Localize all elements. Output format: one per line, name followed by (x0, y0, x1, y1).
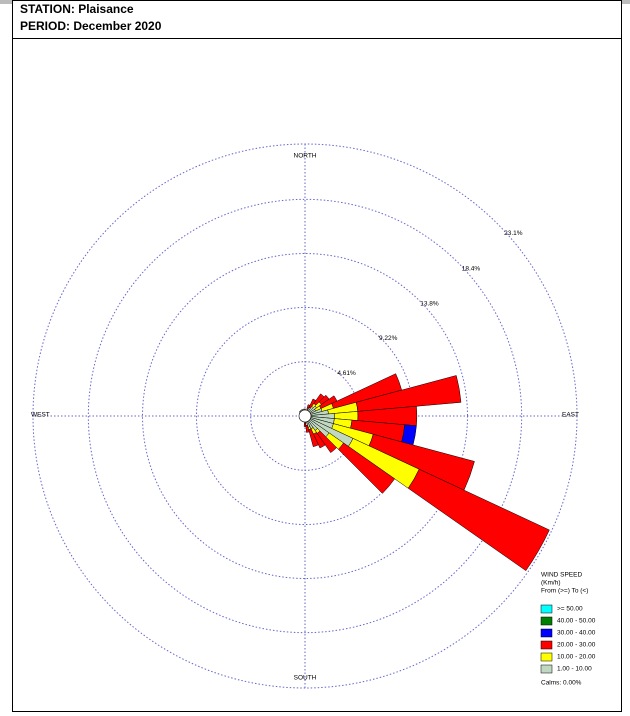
legend-label: 20.00 - 30.00 (557, 642, 596, 649)
legend-title: From (>=) To (<) (541, 588, 588, 595)
ring-label: 23.1% (504, 230, 523, 237)
petal-segment (337, 442, 396, 494)
petal-segment (305, 424, 310, 433)
petal-segment (313, 432, 326, 449)
legend-label: 1.00 - 10.00 (557, 666, 592, 673)
legend-label: 40.00 - 50.00 (557, 618, 596, 625)
direction-label: EAST (562, 412, 579, 419)
direction-label: WEST (31, 412, 50, 419)
legend-label: 10.00 - 20.00 (557, 654, 596, 661)
ring-label: 13.8% (420, 300, 439, 307)
ring-label: 18.4% (462, 265, 481, 272)
grid-ring (87, 198, 523, 634)
legend-swatch (540, 604, 553, 614)
calm-circle (298, 409, 312, 423)
legend-title: WIND SPEED (541, 572, 582, 579)
petal-segment (303, 422, 307, 427)
direction-label: NORTH (294, 153, 317, 160)
legend-label: >= 50.00 (557, 606, 583, 613)
calms-label: Calms: 0.00% (541, 680, 582, 687)
frame (12, 0, 622, 712)
ring-label: 4.61% (337, 370, 356, 377)
legend-swatch (540, 652, 553, 662)
petal-segment (308, 428, 319, 448)
petal-segment (355, 375, 462, 412)
grid-ring (142, 253, 468, 579)
legend-label: 30.00 - 40.00 (557, 630, 596, 637)
legend-swatch (540, 640, 553, 650)
legend: WIND SPEED(Km/h)From (>=) To (<) 1.00 - 1… (540, 572, 596, 687)
direction-label: SOUTH (294, 675, 317, 682)
rose: 4.61% 9.22% 13.8% 18.4% 23.1% NORTH EAST SOUTH W… (31, 143, 579, 689)
legend-swatch (540, 616, 553, 626)
petal-segment (407, 468, 550, 572)
legend-swatch (540, 628, 553, 638)
petal-segment (316, 430, 337, 454)
grid-ring (32, 143, 578, 689)
station: STATION: Plaisance (20, 2, 134, 16)
period: PERIOD: December 2020 (20, 19, 162, 33)
ring-label: 9.22% (379, 335, 398, 342)
legend-title: (Km/h) (541, 580, 561, 587)
legend-swatch (540, 664, 553, 674)
